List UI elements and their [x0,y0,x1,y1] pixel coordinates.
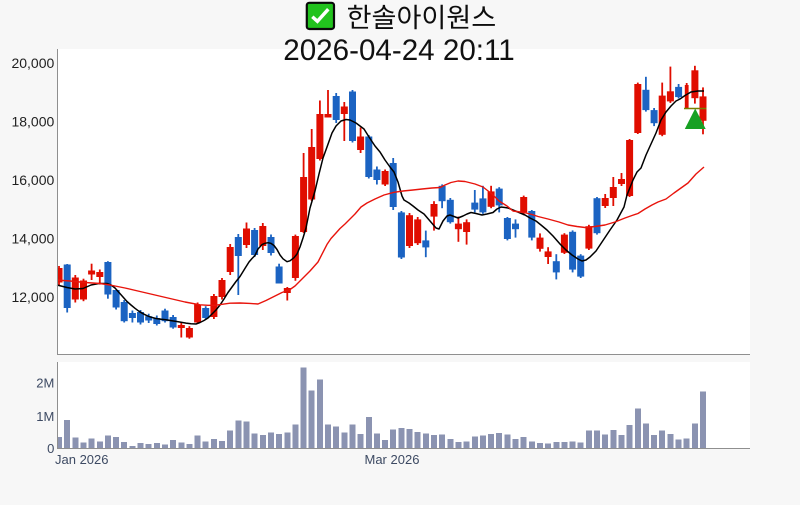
svg-text:0: 0 [47,441,54,456]
svg-text:2M: 2M [36,376,54,391]
svg-text:18,000: 18,000 [11,114,54,130]
svg-text:14,000: 14,000 [11,231,54,247]
svg-text:16,000: 16,000 [11,172,54,188]
svg-text:Mar 2026: Mar 2026 [365,452,420,467]
svg-text:Jan 2026: Jan 2026 [55,452,109,467]
svg-text:1M: 1M [36,409,54,424]
svg-text:12,000: 12,000 [11,289,54,305]
svg-text:20,000: 20,000 [11,55,54,71]
svg-text:2026-04-24 20:11: 2026-04-24 20:11 [283,34,514,67]
